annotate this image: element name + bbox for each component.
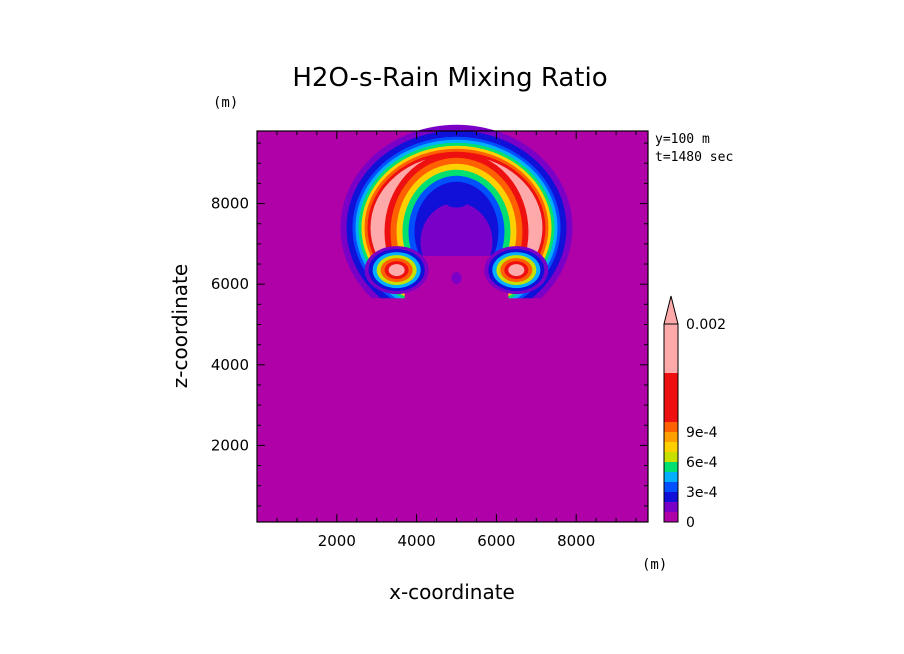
colorbar-segment (664, 442, 678, 452)
x-tick-label: 4000 (397, 532, 435, 550)
y-axis-ticks: 2000 4000 6000 8000 (211, 142, 648, 507)
colorbar-segment (664, 472, 678, 482)
plot-frame (256, 130, 649, 523)
y-tick-label: 6000 (211, 275, 249, 293)
colorbar-segment (664, 482, 678, 492)
y-axis-label: z-coordinate (168, 264, 192, 388)
x-unit-label: (m) (642, 557, 667, 573)
rain-core (446, 199, 467, 208)
y-tick-label: 8000 (211, 195, 249, 213)
x-tick-label: 6000 (477, 532, 515, 550)
left-lobe (388, 264, 405, 277)
x-axis-label: x-coordinate (389, 580, 515, 604)
x-axis-ticks: 2000 4000 6000 8000 (276, 131, 637, 550)
colorbar-segment (664, 492, 678, 502)
x-tick-label: 8000 (557, 532, 595, 550)
rain-clear-region (257, 298, 648, 522)
colorbar-tick-label: 3e-4 (686, 485, 718, 501)
colorbar-segment (664, 512, 678, 522)
colorbar-extend-arrow (663, 295, 679, 325)
y-tick-label: 4000 (211, 356, 249, 374)
colorbar-tick-label: 9e-4 (686, 425, 718, 441)
rain-field (257, 124, 648, 522)
y-tick-label: 2000 (211, 436, 249, 454)
annotation-y-level: y=100 m (655, 132, 710, 147)
rain-core (451, 272, 462, 285)
colorbar-segment (664, 432, 678, 442)
plot-area: 2000 4000 6000 8000 2000 4000 6000 8000 (211, 124, 649, 550)
right-lobe (508, 264, 525, 277)
y-unit-label: (m) (213, 95, 238, 111)
colorbar-segment (664, 452, 678, 462)
annotation-time: t=1480 sec (655, 150, 733, 165)
colorbar-segment (664, 324, 678, 373)
colorbar: 0 3e-4 6e-4 9e-4 0.002 (663, 295, 726, 531)
colorbar-segment (664, 422, 678, 432)
colorbar-segment (664, 502, 678, 512)
colorbar-segment (664, 462, 678, 472)
colorbar-tick-label: 0.002 (686, 317, 726, 333)
chart-title: H2O-s-Rain Mixing Ratio (292, 63, 607, 93)
colorbar-segment (664, 373, 678, 422)
colorbar-tick-label: 6e-4 (686, 455, 718, 471)
x-tick-label: 2000 (318, 532, 356, 550)
colorbar-tick-label: 0 (686, 515, 695, 531)
